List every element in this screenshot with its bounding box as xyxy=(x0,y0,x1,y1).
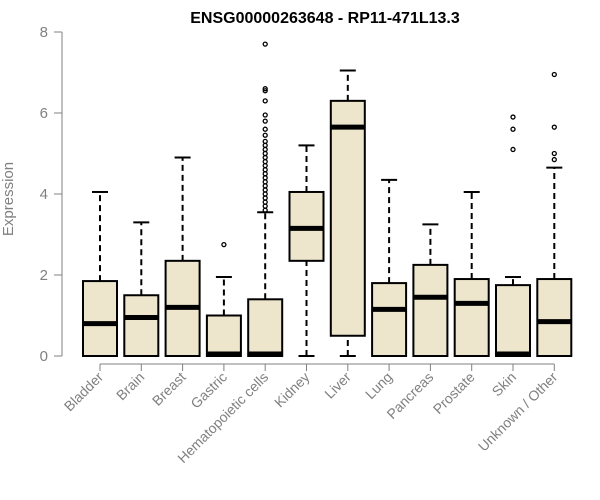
outlier-point xyxy=(262,199,268,205)
outlier-point xyxy=(262,207,268,213)
iqr-box xyxy=(453,278,490,357)
y-tick-label: 6 xyxy=(40,105,48,122)
outlier-point xyxy=(262,175,268,181)
outlier-point xyxy=(262,138,268,145)
iqr-box xyxy=(205,314,242,357)
box-5 xyxy=(288,144,325,357)
box-2 xyxy=(164,156,201,358)
iqr-box xyxy=(536,278,573,357)
box-3 xyxy=(205,241,242,357)
outlier-point xyxy=(262,158,268,165)
outlier-point xyxy=(510,114,516,120)
y-tick-label: 4 xyxy=(40,186,48,203)
outlier-point xyxy=(262,191,268,197)
outlier-point xyxy=(262,41,268,47)
outlier-point xyxy=(551,150,557,157)
outlier-point xyxy=(510,126,516,132)
outlier-point xyxy=(262,150,268,157)
iqr-box xyxy=(371,282,408,358)
box-7 xyxy=(371,178,408,358)
outlier-point xyxy=(551,124,557,130)
outlier-point xyxy=(262,88,268,94)
outlier-point xyxy=(551,71,557,78)
x-tick-label: Breast xyxy=(149,369,189,409)
iqr-box xyxy=(82,280,118,358)
y-tick-label: 2 xyxy=(40,267,48,284)
iqr-box xyxy=(412,263,449,357)
outlier-point xyxy=(262,195,268,201)
outlier-point xyxy=(262,126,268,132)
x-tick-label: Skin xyxy=(489,369,520,400)
outlier-point xyxy=(510,146,516,153)
outlier-point xyxy=(262,187,268,193)
box-8 xyxy=(412,223,449,357)
x-tick-label: Prostate xyxy=(430,369,478,417)
outlier-point xyxy=(262,146,268,153)
box-10 xyxy=(495,114,531,357)
box-0 xyxy=(82,190,118,358)
box-1 xyxy=(123,221,160,357)
y-axis-ticks: 0 2 4 6 8 xyxy=(40,24,62,365)
chart-title: ENSG00000263648 - RP11-471L13.3 xyxy=(190,10,460,27)
outlier-point xyxy=(262,179,268,185)
x-tick-label: Bladder xyxy=(61,369,107,415)
boxes-layer xyxy=(82,41,573,358)
outlier-point xyxy=(262,118,268,124)
outlier-point xyxy=(262,98,268,104)
y-axis-label: Expression xyxy=(0,162,17,236)
iqr-box xyxy=(123,294,160,357)
y-tick-label: 0 xyxy=(40,348,48,365)
x-tick-label: Lung xyxy=(362,369,395,402)
outlier-point xyxy=(262,86,268,92)
iqr-box xyxy=(495,284,531,357)
outlier-point xyxy=(551,156,557,163)
outlier-point xyxy=(262,112,268,118)
box-9 xyxy=(453,190,490,357)
outlier-point xyxy=(262,132,268,138)
outlier-point xyxy=(221,241,227,248)
outlier-point xyxy=(262,154,268,161)
outlier-point xyxy=(262,167,268,173)
x-tick-label: Liver xyxy=(321,369,354,402)
box-11 xyxy=(536,71,573,357)
y-tick-label: 8 xyxy=(40,24,48,41)
x-tick-label: Kidney xyxy=(271,369,313,411)
outlier-point xyxy=(262,171,268,177)
iqr-box xyxy=(329,99,366,337)
iqr-box xyxy=(247,298,284,357)
box-6 xyxy=(329,69,366,357)
x-tick-label: Brain xyxy=(113,369,147,403)
box-4 xyxy=(247,41,284,357)
